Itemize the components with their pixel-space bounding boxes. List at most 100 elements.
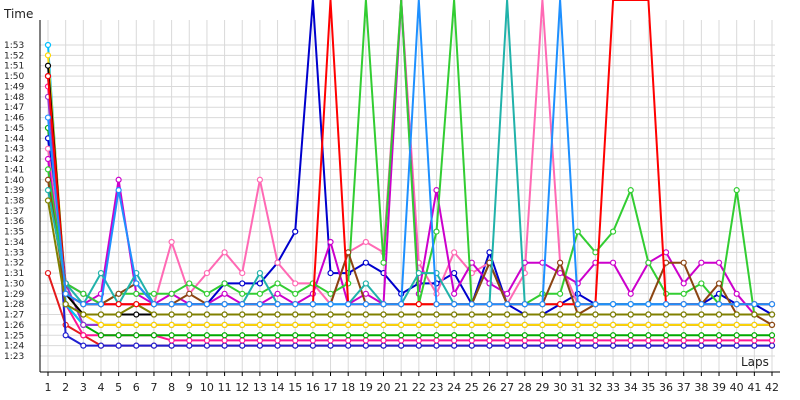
data-point: [574, 321, 581, 328]
data-point: [521, 332, 528, 339]
data-point: [433, 337, 440, 344]
data-point: [115, 332, 122, 339]
data-point: [274, 321, 281, 328]
data-point: [274, 280, 281, 287]
x-tick-label: 34: [624, 381, 638, 394]
data-point: [556, 337, 564, 344]
data-point: [168, 332, 175, 339]
x-tick-label: 28: [518, 381, 532, 394]
x-axis-title: Laps: [741, 355, 769, 369]
data-point: [150, 311, 158, 318]
data-point: [115, 301, 122, 308]
data-point: [168, 311, 175, 318]
data-point: [168, 301, 175, 308]
y-tick-label: 1:46: [4, 114, 24, 124]
x-tick-label: 38: [694, 381, 708, 394]
data-point: [662, 301, 670, 308]
data-point: [645, 311, 652, 318]
data-point: [574, 337, 581, 344]
data-point: [345, 249, 352, 256]
data-point: [451, 290, 458, 297]
data-point: [451, 249, 458, 256]
data-point: [309, 301, 316, 308]
data-point: [362, 301, 369, 308]
data-point: [398, 301, 405, 308]
data-point: [221, 249, 228, 256]
data-point: [539, 342, 546, 349]
data-point: [715, 301, 723, 308]
data-point: [768, 337, 776, 344]
data-point: [44, 269, 52, 277]
x-tick-label: 12: [235, 381, 249, 394]
data-point: [486, 332, 493, 339]
data-point: [662, 321, 670, 328]
y-tick-label: 1:23: [4, 352, 24, 362]
data-point: [715, 280, 723, 287]
data-point: [486, 311, 493, 318]
data-point: [327, 290, 334, 297]
series-17: [44, 0, 776, 308]
data-point: [768, 301, 776, 308]
data-point: [133, 311, 140, 318]
data-point: [698, 280, 705, 287]
data-point: [733, 321, 740, 328]
x-tick-label: 23: [429, 381, 443, 394]
data-point: [680, 259, 687, 266]
series-7: [44, 52, 776, 328]
data-point: [662, 342, 670, 349]
data-point: [44, 155, 52, 163]
x-tick-label: 4: [97, 381, 104, 394]
data-point: [592, 342, 599, 349]
data-point: [274, 337, 281, 344]
data-point: [398, 342, 405, 349]
data-point: [256, 301, 264, 308]
y-tick-label: 1:48: [4, 93, 24, 103]
data-point: [97, 269, 105, 277]
x-tick-label: 29: [535, 381, 549, 394]
data-point: [80, 311, 87, 318]
data-point: [168, 290, 175, 297]
data-point: [221, 301, 228, 308]
data-point: [327, 337, 334, 344]
data-point: [309, 337, 316, 344]
y-tick-label: 1:50: [4, 72, 24, 82]
data-point: [645, 259, 652, 266]
data-point: [398, 311, 405, 318]
data-point: [292, 290, 299, 297]
x-tick-label: 39: [712, 381, 726, 394]
data-point: [486, 249, 493, 256]
data-point: [239, 332, 246, 339]
data-point: [256, 311, 264, 318]
data-point: [751, 337, 758, 344]
data-point: [574, 342, 581, 349]
data-point: [715, 337, 723, 344]
data-point: [380, 301, 387, 308]
data-point: [327, 269, 334, 277]
data-point: [44, 187, 52, 194]
data-point: [645, 342, 652, 349]
data-point: [186, 337, 193, 344]
data-point: [327, 342, 334, 349]
data-point: [504, 332, 511, 339]
data-point: [592, 321, 599, 328]
data-point: [221, 342, 228, 349]
x-tick-label: 22: [412, 381, 426, 394]
data-point: [521, 321, 528, 328]
data-point: [44, 197, 52, 204]
x-tick-label: 11: [218, 381, 232, 394]
series-line: [47, 44, 772, 326]
data-point: [715, 311, 723, 318]
data-point: [150, 301, 158, 308]
x-tick-label: 7: [150, 381, 157, 394]
data-point: [451, 269, 458, 277]
data-point: [415, 337, 422, 344]
data-point: [609, 301, 617, 308]
data-point: [609, 332, 617, 339]
data-point: [327, 301, 334, 308]
data-point: [221, 332, 228, 339]
data-point: [468, 301, 475, 308]
data-point: [133, 321, 140, 328]
data-point: [733, 187, 740, 194]
data-point: [133, 280, 140, 287]
data-point: [698, 337, 705, 344]
